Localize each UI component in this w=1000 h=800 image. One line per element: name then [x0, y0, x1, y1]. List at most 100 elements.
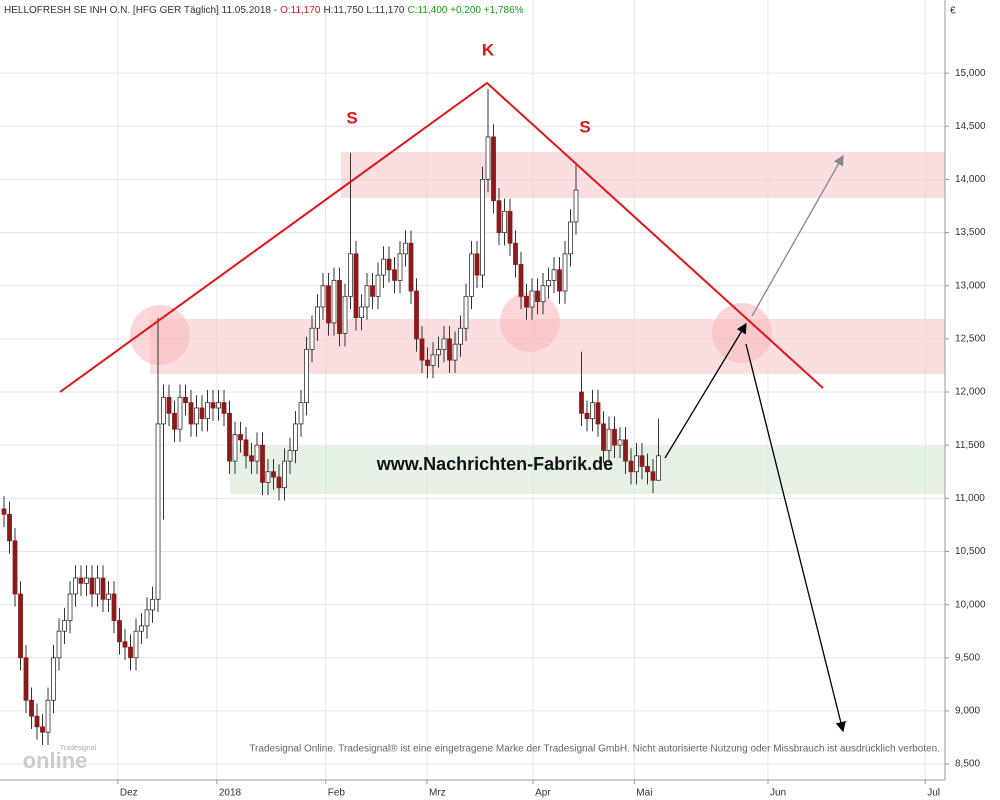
candle-body	[133, 630, 139, 659]
header-open: O:11,170	[280, 5, 321, 16]
candle-body	[326, 285, 331, 324]
candle-body	[364, 285, 370, 308]
candle-body	[353, 253, 359, 319]
candle-body	[452, 343, 458, 361]
candle-body	[232, 434, 238, 462]
candle-body	[370, 285, 375, 297]
candle-body	[166, 396, 172, 414]
candle-body	[573, 189, 579, 223]
arrow	[664, 322, 747, 459]
candle-body	[287, 450, 293, 462]
candle-body	[122, 641, 128, 648]
candle-body	[100, 577, 106, 600]
candle-body	[557, 269, 562, 292]
candle-body	[183, 396, 188, 404]
candle-body	[210, 402, 216, 409]
candle-body	[304, 349, 309, 404]
candle-body	[568, 221, 573, 255]
candle-body	[23, 657, 29, 701]
candle-body	[18, 593, 23, 659]
candle-body	[359, 306, 364, 319]
candle-body	[480, 179, 485, 276]
candle-body	[392, 269, 397, 281]
watermark: www.Nachrichten-Fabrik.de	[376, 454, 613, 474]
candle-body	[276, 476, 282, 489]
candle-body	[144, 609, 150, 627]
candle-body	[298, 402, 304, 425]
candle-body	[430, 354, 436, 366]
candle-body	[546, 280, 551, 287]
candle-body	[518, 264, 524, 297]
candle-body	[40, 726, 45, 733]
y-tick-label: 12,500	[955, 334, 986, 345]
candle-body	[221, 402, 227, 414]
candle-body	[194, 407, 199, 425]
arrow	[745, 343, 846, 733]
candle-body	[62, 620, 67, 632]
y-tick-label: 14,000	[955, 174, 986, 185]
candle-body	[199, 407, 205, 420]
candle-body	[540, 285, 546, 303]
candle-body	[117, 620, 122, 643]
candle-body	[386, 258, 392, 271]
candle-body	[529, 290, 535, 308]
candle-body	[496, 200, 502, 233]
candle-body	[617, 439, 623, 446]
candle-body	[139, 625, 144, 632]
candle-body	[463, 295, 469, 329]
y-tick-label: 9,000	[955, 706, 980, 717]
candle-body	[645, 466, 650, 473]
header-low: L:11,170	[366, 5, 405, 16]
candle-body	[650, 471, 656, 481]
candle-body	[562, 253, 568, 292]
candle-body	[623, 439, 628, 462]
candle-body	[1, 508, 7, 515]
candle-body	[128, 646, 133, 659]
y-tick-label: 8,500	[955, 759, 980, 770]
candle-body	[590, 402, 595, 420]
header: HELLOFRESH SE INH O.N. [HFG GER Täglich]…	[4, 5, 524, 16]
candle-body	[309, 327, 315, 350]
candle-body	[474, 253, 480, 276]
candle-body	[579, 391, 584, 414]
y-tick-label: 9,500	[955, 652, 980, 663]
candle-body	[227, 412, 232, 462]
header-high: H:11,750	[323, 5, 363, 16]
candle-body	[375, 274, 381, 297]
candle-body	[425, 359, 430, 366]
candle-body	[403, 242, 408, 255]
candle-body	[67, 593, 73, 621]
candle-body	[282, 460, 287, 489]
candle-body	[172, 412, 177, 430]
candle-body	[205, 402, 210, 420]
candle-body	[106, 593, 111, 600]
candle-body	[381, 258, 386, 276]
candle-body	[7, 513, 12, 542]
candle-body	[150, 598, 155, 611]
candle-body	[414, 290, 419, 340]
unit-label: €	[950, 6, 956, 17]
candle-body	[89, 577, 95, 595]
candle-body	[155, 423, 161, 600]
candle-body	[161, 396, 166, 425]
candle-body	[78, 577, 84, 584]
candle-body	[639, 455, 645, 467]
x-tick-label: 2018	[219, 788, 242, 799]
highlight-circle	[130, 305, 190, 365]
candle-body	[188, 402, 194, 425]
y-tick-label: 12,000	[955, 387, 986, 398]
candle-body	[238, 434, 243, 441]
candle-body	[254, 444, 260, 462]
y-tick-label: 13,500	[955, 227, 986, 238]
candle-body	[348, 253, 353, 297]
candle-body	[331, 280, 337, 324]
candle-body	[595, 402, 601, 425]
candle-body	[513, 242, 518, 265]
x-tick-label: Mrz	[429, 788, 446, 799]
candle-body	[95, 577, 100, 595]
x-tick-label: Mai	[636, 788, 652, 799]
candle-body	[436, 349, 441, 356]
highlight-circle	[500, 292, 560, 352]
